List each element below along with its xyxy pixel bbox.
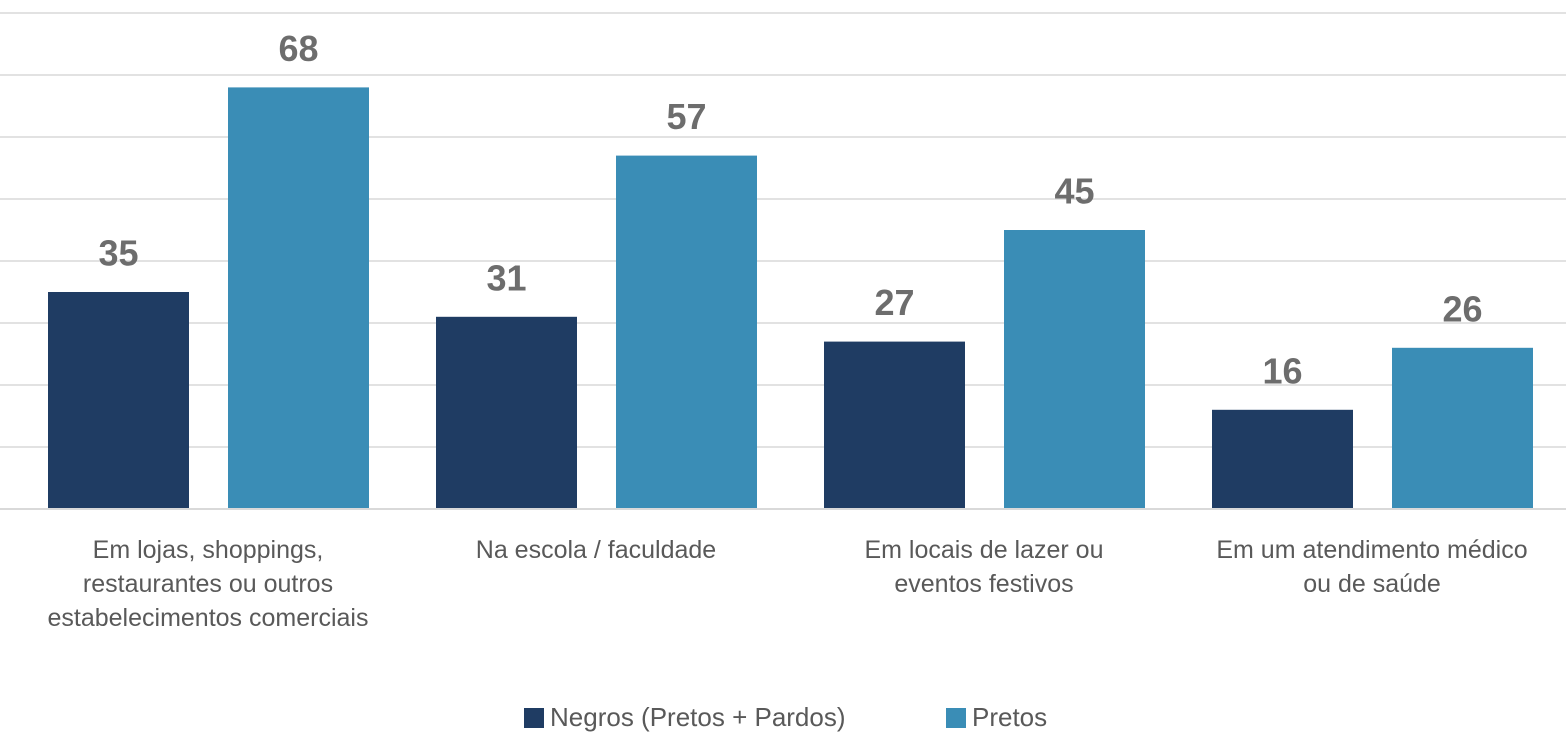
legend-swatch [946,708,966,728]
bar [228,87,369,510]
bar [1212,409,1353,509]
bar [616,155,757,509]
legend-swatch [524,708,544,728]
data-label: 57 [666,96,706,137]
x-tick-label: Na escola / faculdade [475,536,717,564]
x-tick-label: Em locais de lazer ou eventos festivos [864,536,1104,598]
bar [436,316,577,509]
data-label: 35 [98,233,138,274]
x-tick-label: Em um atendimento médico ou de saúde [1216,536,1528,598]
data-label: 26 [1442,288,1482,329]
data-label: 16 [1262,350,1302,391]
data-label: 31 [486,257,526,298]
legend-label: Negros (Pretos + Pardos) [550,702,846,732]
bar [48,292,189,509]
x-tick-label: Em lojas, shoppings, restaurantes ou out… [47,536,369,632]
bar [824,341,965,509]
data-label: 68 [278,28,318,69]
bar [1392,347,1533,509]
legend-label: Pretos [972,702,1047,732]
data-label: 45 [1054,171,1094,212]
data-label: 27 [874,282,914,323]
bar [1004,230,1145,509]
